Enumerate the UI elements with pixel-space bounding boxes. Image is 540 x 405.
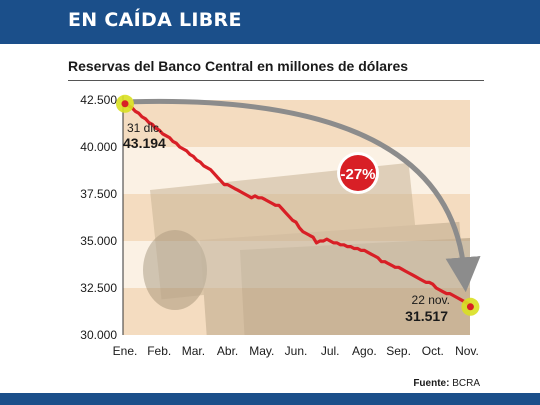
change-badge — [340, 155, 376, 191]
start-point-marker-dot — [121, 100, 129, 108]
x-tick-label: Feb. — [147, 344, 171, 358]
y-tick-label: 42.500 — [80, 93, 117, 107]
start-value-label: 43.194 — [123, 135, 166, 151]
x-tick-label: Jul. — [321, 344, 340, 358]
start-date-label: 31 dic. — [127, 121, 162, 135]
source-label: Fuente: — [413, 378, 450, 389]
subtitle-divider — [68, 80, 484, 81]
header-title: EN CAÍDA LIBRE — [68, 9, 242, 31]
end-value-label: 31.517 — [405, 308, 448, 324]
x-tick-label: Ene. — [113, 344, 138, 358]
reserves-series-line — [124, 102, 472, 308]
chart-subtitle: Reservas del Banco Central en millones d… — [68, 58, 409, 74]
end-point-marker-dot — [466, 303, 474, 311]
background-band — [123, 100, 470, 147]
x-tick-label: Mar. — [182, 344, 205, 358]
x-tick-label: Sep. — [386, 344, 411, 358]
x-tick-label: Abr. — [217, 344, 238, 358]
banknote-illustration — [143, 162, 470, 335]
footer-bar — [0, 393, 540, 405]
x-tick-label: Jun. — [285, 344, 308, 358]
end-date-label: 22 nov. — [412, 293, 450, 307]
y-tick-label: 32.500 — [80, 281, 117, 295]
y-tick-label: 30.000 — [80, 328, 117, 342]
y-tick-label: 37.500 — [80, 187, 117, 201]
x-tick-label: Ago. — [352, 344, 377, 358]
y-tick-label: 35.000 — [80, 234, 117, 248]
x-tick-label: May. — [249, 344, 274, 358]
source-value: BCRA — [452, 378, 480, 389]
x-tick-label: Oct. — [422, 344, 444, 358]
change-arrow — [132, 98, 481, 293]
x-tick-label: Nov. — [455, 344, 479, 358]
change-badge-label: -27% — [340, 166, 375, 183]
source-credit: Fuente: BCRA — [413, 378, 480, 389]
y-tick-label: 40.000 — [80, 140, 117, 154]
header-bar: EN CAÍDA LIBRE — [0, 0, 540, 44]
